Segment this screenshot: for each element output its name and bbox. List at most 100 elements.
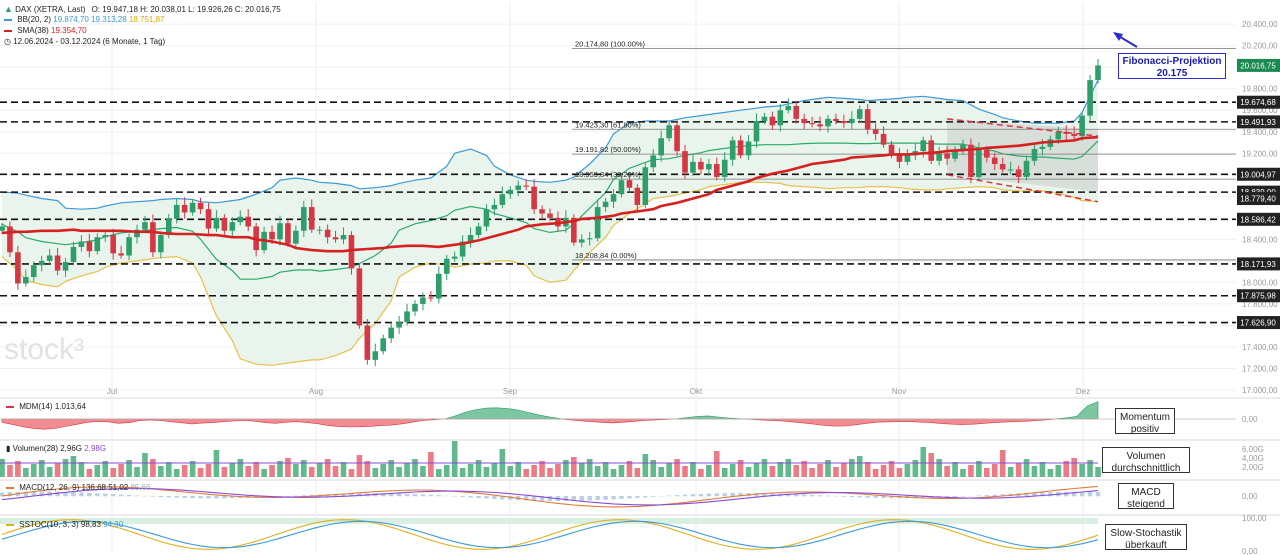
- volume-bar: [102, 461, 109, 477]
- macd-histogram-bar: [87, 492, 92, 497]
- candle: [952, 150, 958, 159]
- price-label: 19.491,93: [1237, 115, 1280, 129]
- macd-histogram-bar: [79, 492, 84, 497]
- volume-bar: [15, 461, 21, 477]
- sstoc-k: 98,83: [80, 520, 101, 529]
- stochastic-y-tick: 100,00: [1242, 514, 1267, 523]
- candle: [523, 185, 529, 187]
- volume-bar: [968, 465, 974, 477]
- candle: [729, 140, 736, 160]
- y-tick-label: 19.800,00: [1242, 85, 1278, 94]
- mdm-positive-area: [2, 401, 1099, 420]
- pattern-lower-line: [946, 174, 1099, 203]
- candle: [999, 164, 1006, 170]
- stochastic-callout: Slow-Stochastik überkauft: [1105, 524, 1187, 551]
- price-label-box: [1237, 192, 1280, 206]
- volume-bar: [173, 469, 180, 477]
- macd-label: MACD(12, 26, 9): [19, 483, 80, 492]
- volume-bar: [78, 462, 85, 477]
- candle: [110, 235, 116, 254]
- macd-histogram-bar: [428, 494, 434, 497]
- candle: [769, 116, 776, 126]
- y-tick-label: 17.200,00: [1242, 364, 1278, 373]
- sma38-line: [1, 135, 1099, 253]
- price-label-box: [1237, 289, 1280, 303]
- candle: [229, 222, 236, 231]
- candle: [793, 105, 800, 119]
- volume-bar: [777, 462, 784, 477]
- x-tick-label: Aug: [309, 387, 323, 396]
- price-label-text: 19.491,93: [1240, 118, 1276, 127]
- watermark-logo: stock³: [4, 333, 85, 366]
- period-text: 12.06.2024 - 03.12.2024 (6 Monate, 1 Tag…: [13, 37, 166, 46]
- macd-histogram-bar: [643, 496, 648, 498]
- macd-histogram-bar: [523, 496, 529, 501]
- stochastic-callout-line2: überkauft: [1125, 540, 1167, 551]
- candle: [165, 218, 172, 236]
- sstoc-d: 94,30: [103, 520, 124, 529]
- volume-bar: [984, 468, 990, 477]
- volume-y-tick: 6,00G: [1242, 445, 1264, 454]
- volume-value: 2,96G: [60, 444, 83, 453]
- candle: [181, 204, 188, 213]
- candle: [833, 118, 839, 121]
- volume-bar: [300, 460, 307, 477]
- mdm-legend: MDM(14) 1.013,64: [6, 402, 86, 412]
- candle: [293, 230, 299, 244]
- volume-bar: [293, 464, 299, 477]
- volume-bar: [261, 469, 267, 477]
- candle: [753, 121, 760, 142]
- candle: [1007, 169, 1014, 171]
- volume-bar: [674, 459, 680, 477]
- y-tick-label: 18.400,00: [1242, 235, 1278, 244]
- candle: [70, 246, 77, 262]
- volume-bar: [308, 467, 315, 477]
- volume-bar: [237, 459, 244, 477]
- macd-histogram-bar: [150, 496, 156, 497]
- volume-bar: [332, 466, 339, 477]
- macd-histogram-bar: [817, 495, 823, 497]
- price-label-text: 17.875,98: [1240, 292, 1276, 301]
- bb-values: 19.874,70 19.313,28: [53, 15, 127, 24]
- bb-upper-line: [1, 79, 1099, 210]
- macd-histogram-bar: [1087, 491, 1093, 497]
- stochastic-k-line: [1, 519, 1099, 550]
- stochastic-overbought-zone: [0, 518, 1098, 524]
- candle: [690, 161, 696, 173]
- macd-histogram-bar: [198, 496, 203, 499]
- period-line: ◷ 12.06.2024 - 03.12.2024 (6 Monate, 1 T…: [4, 37, 165, 47]
- candle: [872, 129, 879, 134]
- volume-bar: [642, 454, 649, 477]
- mdm-label: MDM(14): [19, 402, 53, 411]
- volume-bar: [880, 465, 887, 477]
- volume-y-tick: 4,00G: [1242, 454, 1264, 463]
- candle: [650, 155, 657, 168]
- candle: [515, 185, 522, 190]
- macd-histogram-bar: [214, 496, 219, 499]
- volume-bar: [1023, 459, 1030, 477]
- volume-bar: [38, 460, 45, 477]
- candle: [777, 110, 784, 126]
- macd-histogram-bar: [492, 496, 497, 499]
- volume-bar: [269, 465, 275, 477]
- macd-histogram-bar: [651, 496, 656, 497]
- volume-bar: [896, 468, 903, 477]
- mdm-value: 1.013,64: [54, 402, 86, 411]
- macd-callout-line1: MACD: [1131, 487, 1161, 498]
- macd-histogram-bar: [635, 496, 640, 498]
- candle: [467, 235, 474, 242]
- candle: [976, 150, 982, 177]
- volume-bar: [944, 466, 950, 477]
- volume-bar: [451, 441, 458, 477]
- volume-bar: [976, 461, 982, 477]
- volume-bar: [229, 463, 236, 477]
- candle: [420, 297, 426, 304]
- volume-bar: [920, 447, 927, 477]
- macd-values: 136,68 51,02: [81, 483, 129, 492]
- volume-bar: [285, 458, 291, 477]
- volume-callout: Volumen durchschnittlich: [1102, 447, 1190, 474]
- volume-bar: [142, 453, 148, 477]
- volume-bar: [809, 468, 815, 477]
- volume-bar: [1063, 461, 1070, 477]
- candle: [1095, 65, 1101, 81]
